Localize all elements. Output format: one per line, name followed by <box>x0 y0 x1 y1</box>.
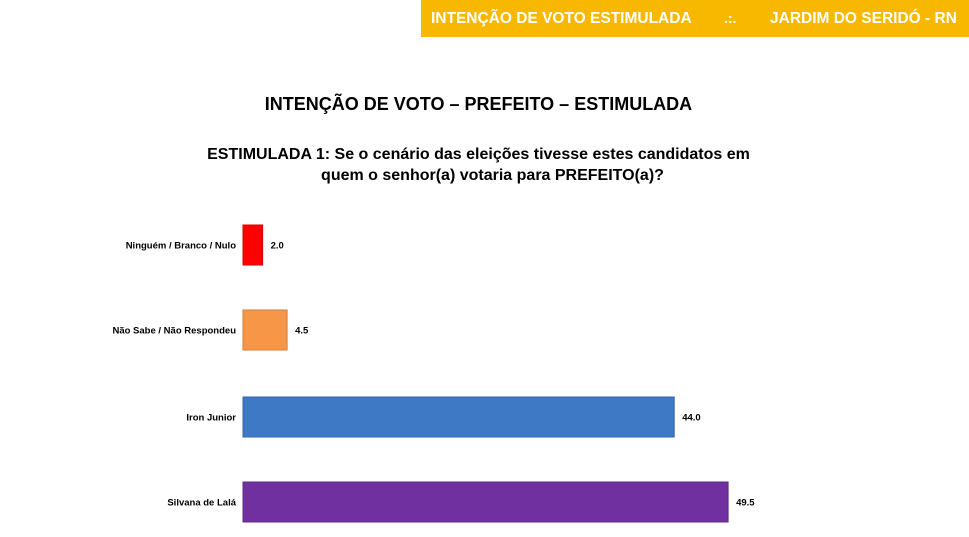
value-label-2: 44.0 <box>682 413 701 424</box>
question-line-1: ESTIMULADA 1: Se o cenário das eleições … <box>207 146 750 163</box>
value-label-0: 2.0 <box>271 241 284 252</box>
category-label-3: Silvana de Lalá <box>167 498 236 509</box>
value-label-1: 4.5 <box>295 326 309 337</box>
header-left-text: INTENÇÃO DE VOTO ESTIMULADA <box>431 10 692 27</box>
question-line-2: quem o senhor(a) votaria para PREFEITO(a… <box>321 167 664 184</box>
bar-3 <box>242 481 729 523</box>
question-text: ESTIMULADA 1: Se o cenário das eleições … <box>0 144 957 186</box>
category-label-0: Ninguém / Branco / Nulo <box>126 241 237 252</box>
page-title: INTENÇÃO DE VOTO – PREFEITO – ESTIMULADA <box>264 94 693 114</box>
header-right-text: JARDIM DO SERIDÓ - RN <box>770 10 957 27</box>
bar-1 <box>242 309 288 351</box>
value-label-3: 49.5 <box>736 498 755 509</box>
category-label-1: Não Sabe / Não Respondeu <box>112 326 236 337</box>
header-separator: .:. <box>724 10 737 26</box>
header-banner: INTENÇÃO DE VOTO ESTIMULADA .:. JARDIM D… <box>421 0 969 37</box>
bar-2 <box>242 396 675 438</box>
category-label-2: Iron Junior <box>186 413 236 424</box>
bar-0 <box>242 224 264 266</box>
